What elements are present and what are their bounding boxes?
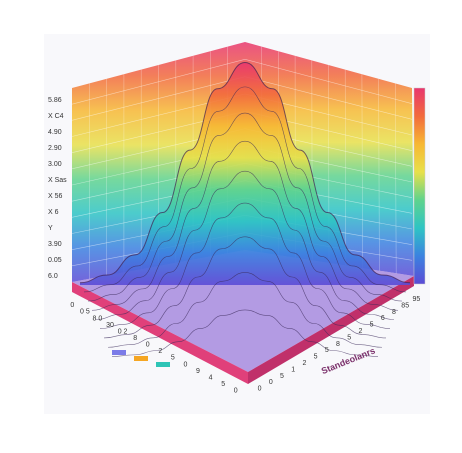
edge-label: 8 0 <box>93 315 103 322</box>
y-label: 2.90 <box>48 145 62 152</box>
y-label: 3.90 <box>48 241 62 248</box>
legend-swatch <box>134 356 148 361</box>
edge-label: 95 <box>413 296 421 303</box>
legend-swatch <box>112 350 126 355</box>
y-label: X 6 <box>48 209 59 216</box>
edge-label: 5 <box>221 381 225 388</box>
y-label: 0.05 <box>48 257 62 264</box>
edge-label: 30 <box>106 322 114 329</box>
edge-label: 4 <box>209 374 213 381</box>
edge-label: 5 <box>280 373 284 380</box>
edge-label: 0 <box>183 361 187 368</box>
edge-label: 85 <box>401 302 409 309</box>
edge-label: 5 <box>370 322 374 329</box>
edge-label: 0 <box>146 342 150 349</box>
edge-label: 8 <box>133 335 137 342</box>
y-label: 6.0 <box>48 273 58 280</box>
edge-label: 8 <box>392 309 396 316</box>
colorbar <box>414 88 425 284</box>
edge-label: 5 <box>347 334 351 341</box>
edge-label: 0 <box>269 379 273 386</box>
y-label: 5.86 <box>48 97 62 104</box>
y-label: 4.90 <box>48 129 62 136</box>
edge-label: 0 <box>70 302 74 309</box>
y-label: X C4 <box>48 113 64 120</box>
edge-label: 9 <box>196 368 200 375</box>
edge-label: 0 5 <box>80 309 90 316</box>
y-label: X 56 <box>48 193 63 200</box>
edge-label: 8 <box>336 341 340 348</box>
edge-label: 2 <box>302 360 306 367</box>
y-label: Y <box>48 225 53 232</box>
edge-label: 2 <box>158 348 162 355</box>
edge-label: 6 <box>381 315 385 322</box>
edge-label: 5 <box>171 355 175 362</box>
y-label: X Sas <box>48 177 67 184</box>
edge-label: 0 2 <box>118 328 128 335</box>
edge-label: 2 <box>358 328 362 335</box>
legend-swatch <box>156 362 170 367</box>
edge-label: 5 <box>314 354 318 361</box>
edge-label: 0 <box>234 388 238 395</box>
edge-label: 0 <box>258 386 262 393</box>
y-label: 3.00 <box>48 161 62 168</box>
edge-label: 1 <box>291 366 295 373</box>
edge-label: 5 <box>325 347 329 354</box>
